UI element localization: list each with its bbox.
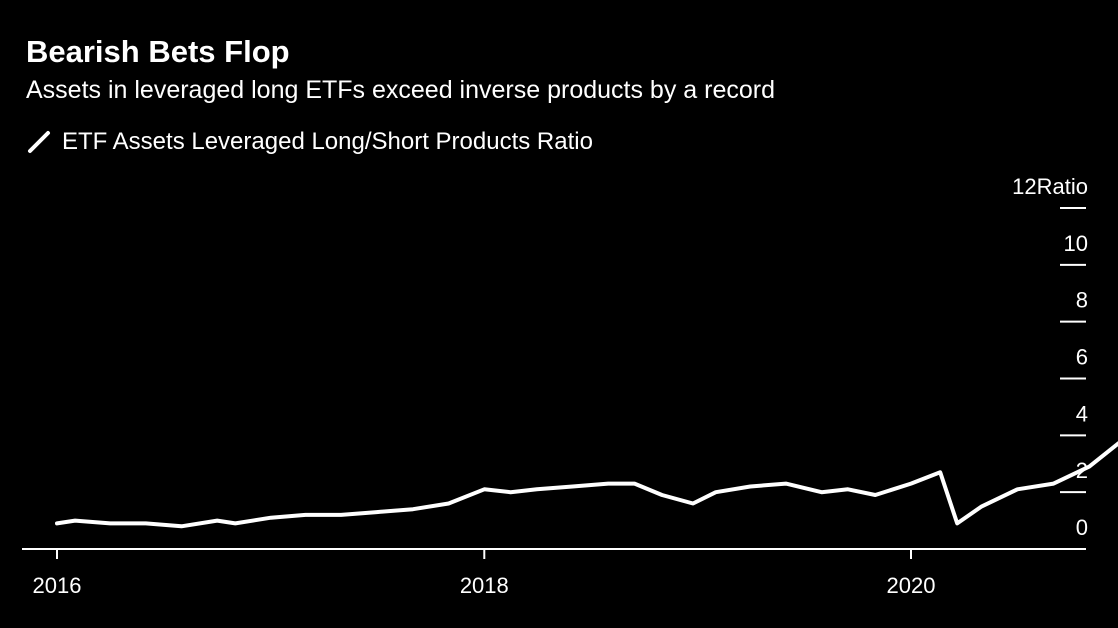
series-group <box>55 441 1118 529</box>
y-tick-label: 0 <box>1076 515 1088 540</box>
y-tick-label: 12Ratio <box>1012 174 1088 199</box>
y-tick-label: 8 <box>1076 288 1088 313</box>
chart-subtitle: Assets in leveraged long ETFs exceed inv… <box>26 76 775 104</box>
y-tick-label: 4 <box>1076 401 1088 426</box>
x-tick-label: 2020 <box>887 573 936 598</box>
series-line <box>55 441 1118 529</box>
x-tick-label: 2018 <box>460 573 509 598</box>
legend-label: ETF Assets Leveraged Long/Short Products… <box>62 128 593 155</box>
x-tick-label: 2016 <box>33 573 82 598</box>
y-tick-label: 6 <box>1076 345 1088 370</box>
y-tick-label: 10 <box>1064 231 1088 256</box>
x-axis: 20162018202020222024 <box>22 548 1086 598</box>
chart-title: Bearish Bets Flop <box>26 34 290 69</box>
legend-line-icon <box>28 131 50 153</box>
legend: ETF Assets Leveraged Long/Short Products… <box>26 128 593 156</box>
